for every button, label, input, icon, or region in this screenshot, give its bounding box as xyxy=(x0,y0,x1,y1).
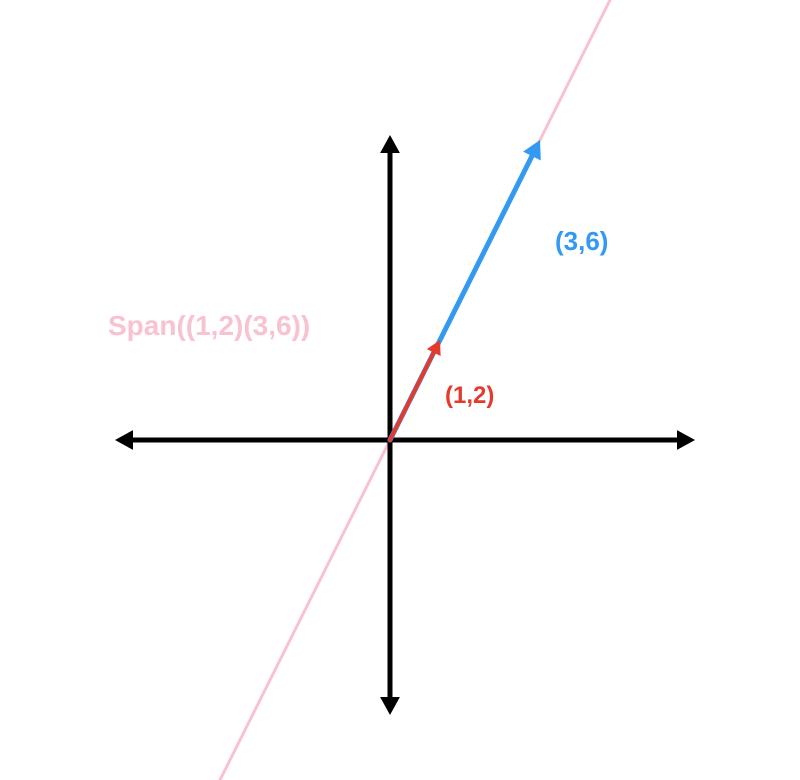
span-label: Span((1,2)(3,6)) xyxy=(108,310,310,342)
span-line xyxy=(90,0,660,780)
vector-1-label: (1,2) xyxy=(445,382,494,410)
axes xyxy=(115,135,695,715)
vector-v1 xyxy=(390,340,441,440)
vector-span-diagram xyxy=(0,0,800,780)
vector-2-label: (3,6) xyxy=(555,226,608,257)
